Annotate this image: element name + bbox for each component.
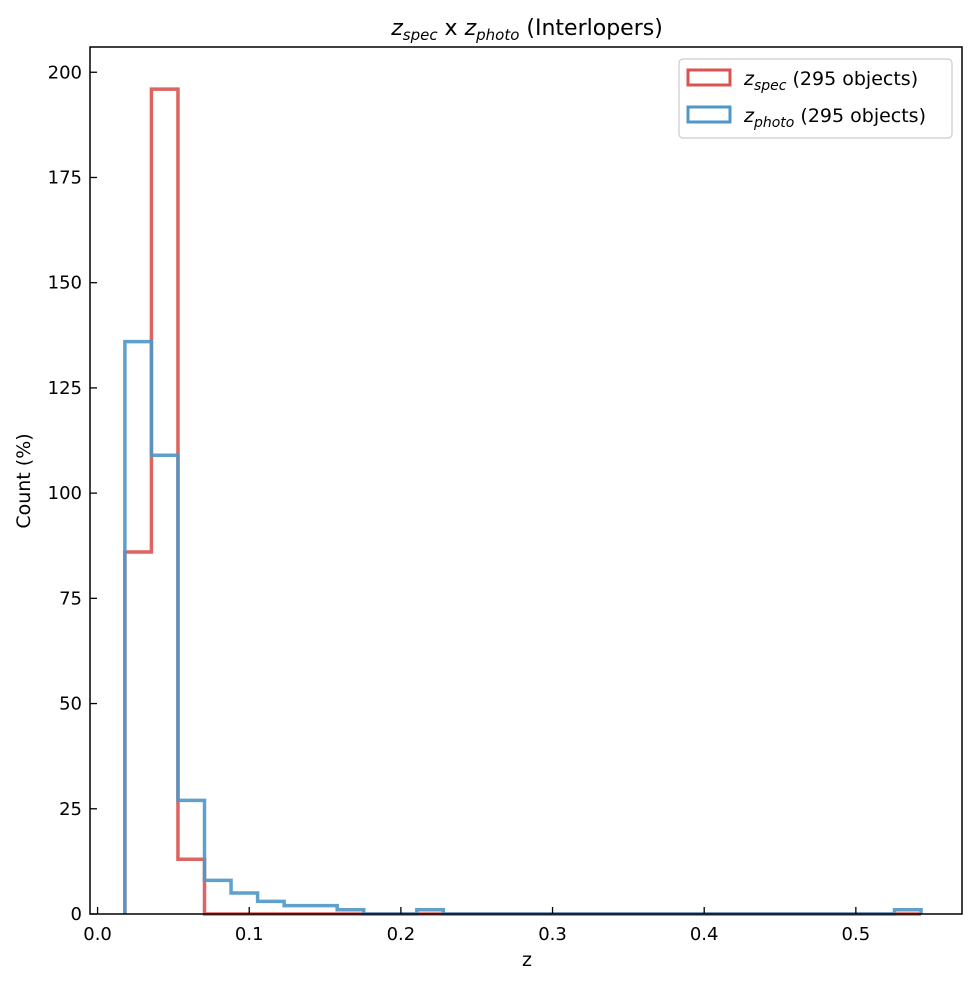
y-tick-label: 25 (59, 799, 82, 820)
y-axis-label: Count (%) (13, 433, 35, 528)
y-tick-label: 0 (71, 904, 82, 925)
legend-spec-var: z (743, 68, 755, 90)
y-axis-ticks: 0 25 50 75 100 125 150 175 200 (48, 62, 97, 925)
title-var-1: z (390, 16, 403, 41)
legend-photo-subscript: photo (753, 115, 794, 131)
x-axis-label: z (522, 949, 532, 971)
y-tick-label: 175 (48, 167, 82, 188)
y-tick-label: 200 (48, 62, 82, 83)
legend-spec-suffix: (295 objects) (786, 68, 918, 90)
x-axis-ticks: 0.0 0.1 0.2 0.3 0.4 0.5 (83, 907, 870, 945)
y-tick-label: 50 (59, 694, 82, 715)
x-tick-label: 0.0 (83, 924, 112, 945)
x-tick-label: 0.1 (235, 924, 264, 945)
title-subscript-1: spec (403, 26, 439, 44)
legend-box (678, 58, 953, 139)
legend-label-photo: zphoto (295 objects) (743, 105, 926, 131)
legend-photo-suffix: (295 objects) (794, 105, 926, 127)
y-tick-label: 150 (48, 273, 82, 294)
plot-area-frame (89, 46, 963, 915)
legend: zspec (295 objects) zphoto (295 objects) (678, 58, 953, 139)
title-suffix: (Interlopers) (519, 16, 662, 41)
title-separator: x (438, 16, 465, 41)
x-tick-label: 0.2 (387, 924, 416, 945)
title-var-2: z (464, 16, 477, 41)
y-tick-label: 125 (48, 378, 82, 399)
y-tick-label: 100 (48, 483, 82, 504)
legend-label-spec: zspec (295 objects) (743, 68, 918, 94)
legend-photo-var: z (743, 105, 755, 127)
legend-swatch-photo (686, 105, 732, 124)
y-tick-label: 75 (59, 588, 82, 609)
title-subscript-2: photo (475, 26, 519, 44)
x-tick-label: 0.3 (538, 924, 567, 945)
x-tick-label: 0.4 (690, 924, 719, 945)
legend-spec-subscript: spec (754, 78, 787, 94)
x-tick-label: 0.5 (842, 924, 871, 945)
legend-swatch-spec (686, 68, 732, 87)
chart-title: zspec x zphoto (Interlopers) (390, 16, 663, 44)
